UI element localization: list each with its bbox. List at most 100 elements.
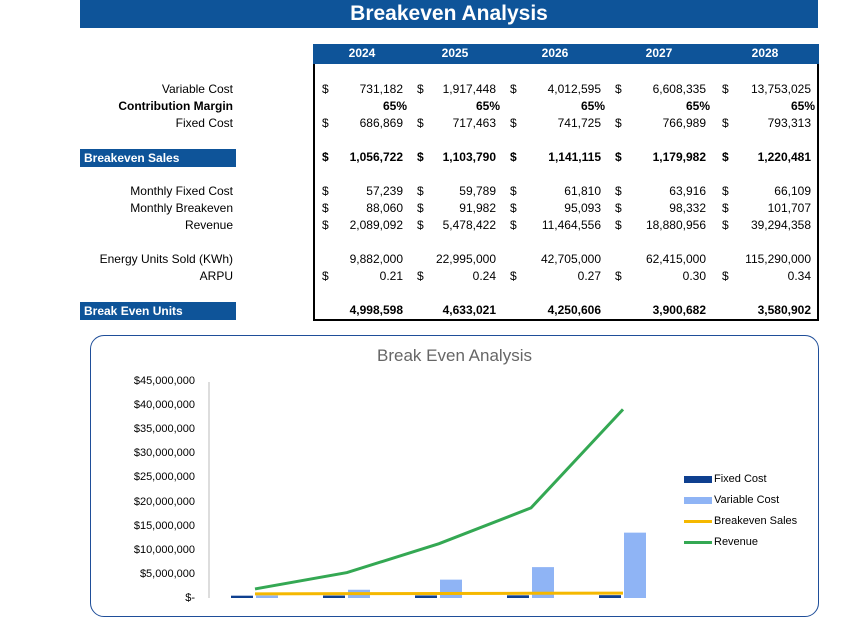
- currency-symbol: $: [615, 269, 622, 283]
- legend-swatch-icon: [684, 475, 712, 483]
- table-cell: 95,093: [564, 201, 601, 215]
- currency-symbol: $: [322, 218, 329, 232]
- table-cell: 0.30: [682, 269, 706, 283]
- table-cell: 766,989: [662, 116, 706, 130]
- table-cell: 65%: [790, 99, 815, 113]
- table-cell: 4,998,598: [349, 303, 403, 317]
- table-cell: 0.21: [379, 269, 403, 283]
- currency-symbol: $: [722, 150, 729, 164]
- currency-symbol: $: [615, 218, 622, 232]
- table-cell: 686,869: [359, 116, 403, 130]
- legend-label: Breakeven Sales: [714, 515, 798, 527]
- row-label: Monthly Breakeven: [130, 201, 233, 215]
- currency-symbol: $: [510, 269, 517, 283]
- currency-symbol: $: [510, 184, 517, 198]
- bar-variable-cost[interactable]: [532, 567, 554, 598]
- currency-symbol: $: [417, 218, 424, 232]
- table-cell: 6,608,335: [652, 82, 706, 96]
- bar-fixed-cost[interactable]: [415, 595, 437, 598]
- table-cell: 57,239: [366, 184, 403, 198]
- table-cell: 0.24: [472, 269, 496, 283]
- currency-symbol: $: [417, 184, 424, 198]
- table-cell: 59,789: [459, 184, 496, 198]
- table-cell: 18,880,956: [645, 218, 706, 232]
- bar-fixed-cost[interactable]: [231, 595, 253, 598]
- bar-variable-cost[interactable]: [256, 595, 278, 598]
- currency-symbol: $: [322, 184, 329, 198]
- table-cell: 63,916: [669, 184, 706, 198]
- row-label: Contribution Margin: [118, 99, 233, 113]
- y-tick-label: $25,000,000: [133, 471, 195, 484]
- line-breakeven-sales[interactable]: [254, 591, 624, 596]
- currency-symbol: $: [417, 150, 424, 164]
- currency-symbol: $: [615, 201, 622, 215]
- currency-symbol: $: [722, 269, 729, 283]
- table-cell: 61,810: [564, 184, 601, 198]
- row-label: Fixed Cost: [175, 116, 233, 130]
- year-header: 2028: [751, 46, 779, 60]
- table-cell: 13,753,025: [750, 82, 811, 96]
- currency-symbol: $: [510, 201, 517, 215]
- bar-fixed-cost[interactable]: [507, 595, 529, 598]
- currency-symbol: $: [417, 116, 424, 130]
- legend-item[interactable]: Breakeven Sales: [684, 515, 797, 527]
- currency-symbol: $: [615, 150, 622, 164]
- bar-fixed-cost[interactable]: [323, 595, 345, 598]
- row-label: ARPU: [199, 269, 233, 283]
- currency-symbol: $: [322, 116, 329, 130]
- row-label: Breakeven Sales: [80, 149, 236, 167]
- bar-variable-cost[interactable]: [440, 579, 462, 598]
- y-tick-label: $20,000,000: [133, 495, 195, 508]
- table-cell: 1,220,481: [757, 150, 811, 164]
- row-label: Break Even Units: [80, 302, 236, 320]
- currency-symbol: $: [615, 116, 622, 130]
- year-header: 2024: [348, 46, 376, 60]
- table-cell: 3,900,682: [652, 303, 706, 317]
- table-cell: 4,633,021: [442, 303, 496, 317]
- table-cell: 65%: [382, 99, 407, 113]
- currency-symbol: $: [510, 218, 517, 232]
- currency-symbol: $: [615, 184, 622, 198]
- table-cell: 88,060: [366, 201, 403, 215]
- currency-symbol: $: [322, 269, 329, 283]
- table-cell: 62,415,000: [645, 252, 706, 266]
- legend-swatch-icon: [684, 496, 712, 504]
- table-cell: 0.27: [577, 269, 601, 283]
- currency-symbol: $: [322, 201, 329, 215]
- table-cell: 4,250,606: [547, 303, 601, 317]
- table-cell: 741,725: [557, 116, 601, 130]
- currency-symbol: $: [615, 82, 622, 96]
- year-header: 2026: [541, 46, 569, 60]
- table-cell: 101,707: [767, 201, 811, 215]
- line-revenue[interactable]: [254, 408, 625, 591]
- y-tick-label: $5,000,000: [139, 567, 195, 580]
- table-cell: 4,012,595: [547, 82, 601, 96]
- table-cell: 731,182: [359, 82, 403, 96]
- row-label: Energy Units Sold (KWh): [99, 252, 233, 266]
- chart-title: Break Even Analysis: [377, 346, 532, 365]
- table-cell: 9,882,000: [349, 252, 403, 266]
- legend-item[interactable]: Variable Cost: [684, 494, 779, 506]
- y-tick-label: $15,000,000: [133, 519, 195, 532]
- table-cell: 39,294,358: [750, 218, 811, 232]
- legend-item[interactable]: Fixed Cost: [684, 473, 767, 485]
- y-tick-label: $35,000,000: [133, 423, 195, 436]
- table-cell: 2,089,092: [349, 218, 403, 232]
- y-tick-label: $40,000,000: [133, 399, 195, 412]
- chart-plot: [208, 382, 646, 598]
- page-title: Breakeven Analysis: [80, 0, 818, 28]
- table-cell: 65%: [685, 99, 710, 113]
- bar-variable-cost[interactable]: [624, 532, 646, 598]
- currency-symbol: $: [722, 82, 729, 96]
- bar-fixed-cost[interactable]: [599, 595, 621, 598]
- currency-symbol: $: [417, 82, 424, 96]
- table-cell: 717,463: [452, 116, 496, 130]
- legend-item[interactable]: Revenue: [684, 536, 758, 548]
- y-tick-label: $10,000,000: [133, 543, 195, 556]
- currency-symbol: $: [510, 150, 517, 164]
- table-cell: 1,179,982: [652, 150, 706, 164]
- table-cell: 65%: [475, 99, 500, 113]
- table-cell: 1,103,790: [442, 150, 496, 164]
- table-cell: 11,464,556: [541, 218, 601, 232]
- table-cell: 91,982: [459, 201, 496, 215]
